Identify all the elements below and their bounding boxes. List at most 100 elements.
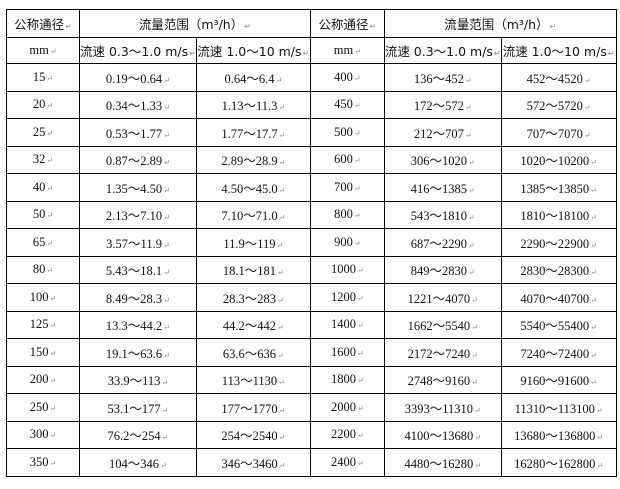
cell-flow-high: 1020～10200 (500, 145, 617, 174)
cell-text: 2290～22900 (520, 237, 596, 251)
cell-text: 100 (30, 290, 56, 304)
cell-diameter: 150 (6, 338, 80, 367)
cell-text: 4070～40700 (520, 292, 596, 306)
header-velocity-high: 流速 1.0～10 m/s (195, 37, 311, 64)
cell-text: 254～2540 (221, 429, 285, 443)
cell-text: 2.13～7.10 (106, 209, 170, 223)
cell-flow-low: 2.13～7.10 (79, 200, 197, 229)
cell-text: 20 (33, 97, 53, 111)
cell-text: 0.19～0.64 (106, 72, 170, 86)
cell-text: 416～1385 (411, 182, 475, 196)
cell-diameter: 1200 (309, 283, 385, 312)
cell-text: 2200 (331, 427, 364, 441)
table-row: 32 0.87～2.89 2.89～28.9 600 306～1020 1020～1020… (6, 145, 617, 174)
table-row: 100 8.49～28.3 28.3～283 1200 1221～4070 4070～40… (6, 283, 617, 312)
cell-text: 1000 (331, 262, 364, 276)
flow-range-table: 公称通径 流量范围（m³/h） 公称通径 流量范围（m³/h） mm 流速 0.… (6, 9, 617, 477)
table-row: 350 104～346 346～3460 2400 4480～16280 16280～16… (6, 448, 617, 477)
cell-diameter: 1000 (309, 255, 385, 284)
cell-flow-high: 452～4520 (500, 63, 617, 92)
cell-diameter: 1600 (309, 338, 385, 367)
header-nominal-diameter: 公称通径 (6, 9, 80, 38)
cell-text: 80 (33, 262, 53, 276)
cell-text: 212～707 (414, 127, 472, 141)
cell-diameter: 350 (6, 448, 80, 477)
cell-text: 2748～9160 (408, 374, 478, 388)
cell-text: 125 (30, 317, 56, 331)
cell-text: 177～1770 (221, 402, 285, 416)
cell-text: 849～2830 (411, 264, 475, 278)
cell-diameter: 200 (6, 365, 80, 394)
cell-flow-high: 1.77～17.7 (195, 118, 311, 147)
cell-text: 700 (334, 180, 360, 194)
cell-text: 400 (334, 70, 360, 84)
table-row: 150 19.1～63.6 63.6～636 1600 2172～7240 7240～72… (6, 338, 617, 367)
cell-flow-low: 306～1020 (383, 145, 502, 174)
cell-flow-low: 3.57～11.9 (79, 228, 197, 257)
table-row: 200 33.9～113 113～1130 1800 2748～9160 9160～916… (6, 365, 617, 394)
cell-text: 25 (33, 125, 53, 139)
cell-flow-high: 0.64～6.4 (195, 63, 311, 92)
cell-text: 1810～18100 (520, 209, 596, 223)
cell-diameter: 65 (6, 228, 80, 257)
header-velocity-high: 流速 1.0～10 m/s (500, 37, 617, 64)
cell-flow-high: 4070～40700 (500, 283, 617, 312)
cell-text: 543～1810 (411, 209, 475, 223)
cell-diameter: 25 (6, 118, 80, 147)
header-velocity-low: 流速 0.3～1.0 m/s (383, 37, 502, 64)
cell-flow-high: 9160～91600 (500, 365, 617, 394)
cell-diameter: 20 (6, 90, 80, 119)
header-text: mm (334, 43, 361, 57)
cell-flow-high: 28.3～283 (195, 283, 311, 312)
cell-text: 65 (33, 235, 53, 249)
cell-flow-low: 4100～13680 (383, 420, 502, 449)
cell-flow-high: 707～7070 (500, 118, 617, 147)
header-flow-range: 流量范围（m³/h） (383, 9, 617, 38)
cell-text: 350 (30, 455, 56, 469)
cell-flow-high: 2290～22900 (500, 228, 617, 257)
cell-flow-high: 5540～55400 (500, 310, 617, 339)
cell-text: 76.2～254 (107, 429, 168, 443)
cell-flow-low: 172～572 (383, 90, 502, 119)
table-row: 125 13.3～44.2 44.2～442 1400 1662～5540 5540～55… (6, 310, 617, 339)
cell-text: 15 (33, 70, 53, 84)
table-row: 40 1.35～4.50 4.50～45.0 700 416～1385 1385～1385… (6, 173, 617, 202)
cell-text: 1.13～11.3 (222, 99, 286, 113)
header-unit: mm (309, 37, 385, 64)
cell-text: 19.1～63.6 (106, 347, 170, 361)
header-flow-range: 流量范围（m³/h） (79, 9, 311, 38)
cell-text: 572～5720 (527, 99, 591, 113)
cell-flow-low: 2748～9160 (383, 365, 502, 394)
cell-text: 2.89～28.9 (221, 154, 285, 168)
cell-diameter: 15 (6, 63, 80, 92)
cell-flow-low: 849～2830 (383, 255, 502, 284)
cell-diameter: 450 (309, 90, 385, 119)
cell-text: 2172～7240 (408, 347, 478, 361)
header-text: 公称通径 (14, 17, 72, 32)
cell-text: 104～346 (109, 457, 167, 471)
cell-flow-low: 53.1～177 (79, 393, 197, 422)
cell-text: 4100～13680 (404, 429, 480, 443)
cell-text: 32 (33, 152, 53, 166)
cell-flow-low: 543～1810 (383, 200, 502, 229)
cell-text: 40 (33, 180, 53, 194)
cell-text: 1662～5540 (408, 319, 478, 333)
cell-flow-high: 7240～72400 (500, 338, 617, 367)
cell-flow-high: 11310～113100 (500, 393, 617, 422)
cell-diameter: 32 (6, 145, 80, 174)
cell-diameter: 1800 (309, 365, 385, 394)
cell-diameter: 800 (309, 200, 385, 229)
cell-text: 4480～16280 (404, 457, 480, 471)
cell-diameter: 400 (309, 63, 385, 92)
cell-flow-high: 4.50～45.0 (195, 173, 311, 202)
cell-text: 1385～13850 (520, 182, 596, 196)
cell-flow-high: 11.9～119 (195, 228, 311, 257)
cell-flow-low: 2172～7240 (383, 338, 502, 367)
cell-text: 11310～113100 (515, 402, 603, 416)
cell-flow-low: 19.1～63.6 (79, 338, 197, 367)
header-text: 流速 1.0～10 m/s (197, 44, 309, 59)
header-text: 流速 0.3～1.0 m/s (385, 44, 501, 59)
cell-text: 1600 (331, 345, 364, 359)
cell-flow-low: 33.9～113 (79, 365, 197, 394)
table-row: 250 53.1～177 177～1770 2000 3393～11310 11310～1… (6, 393, 617, 422)
